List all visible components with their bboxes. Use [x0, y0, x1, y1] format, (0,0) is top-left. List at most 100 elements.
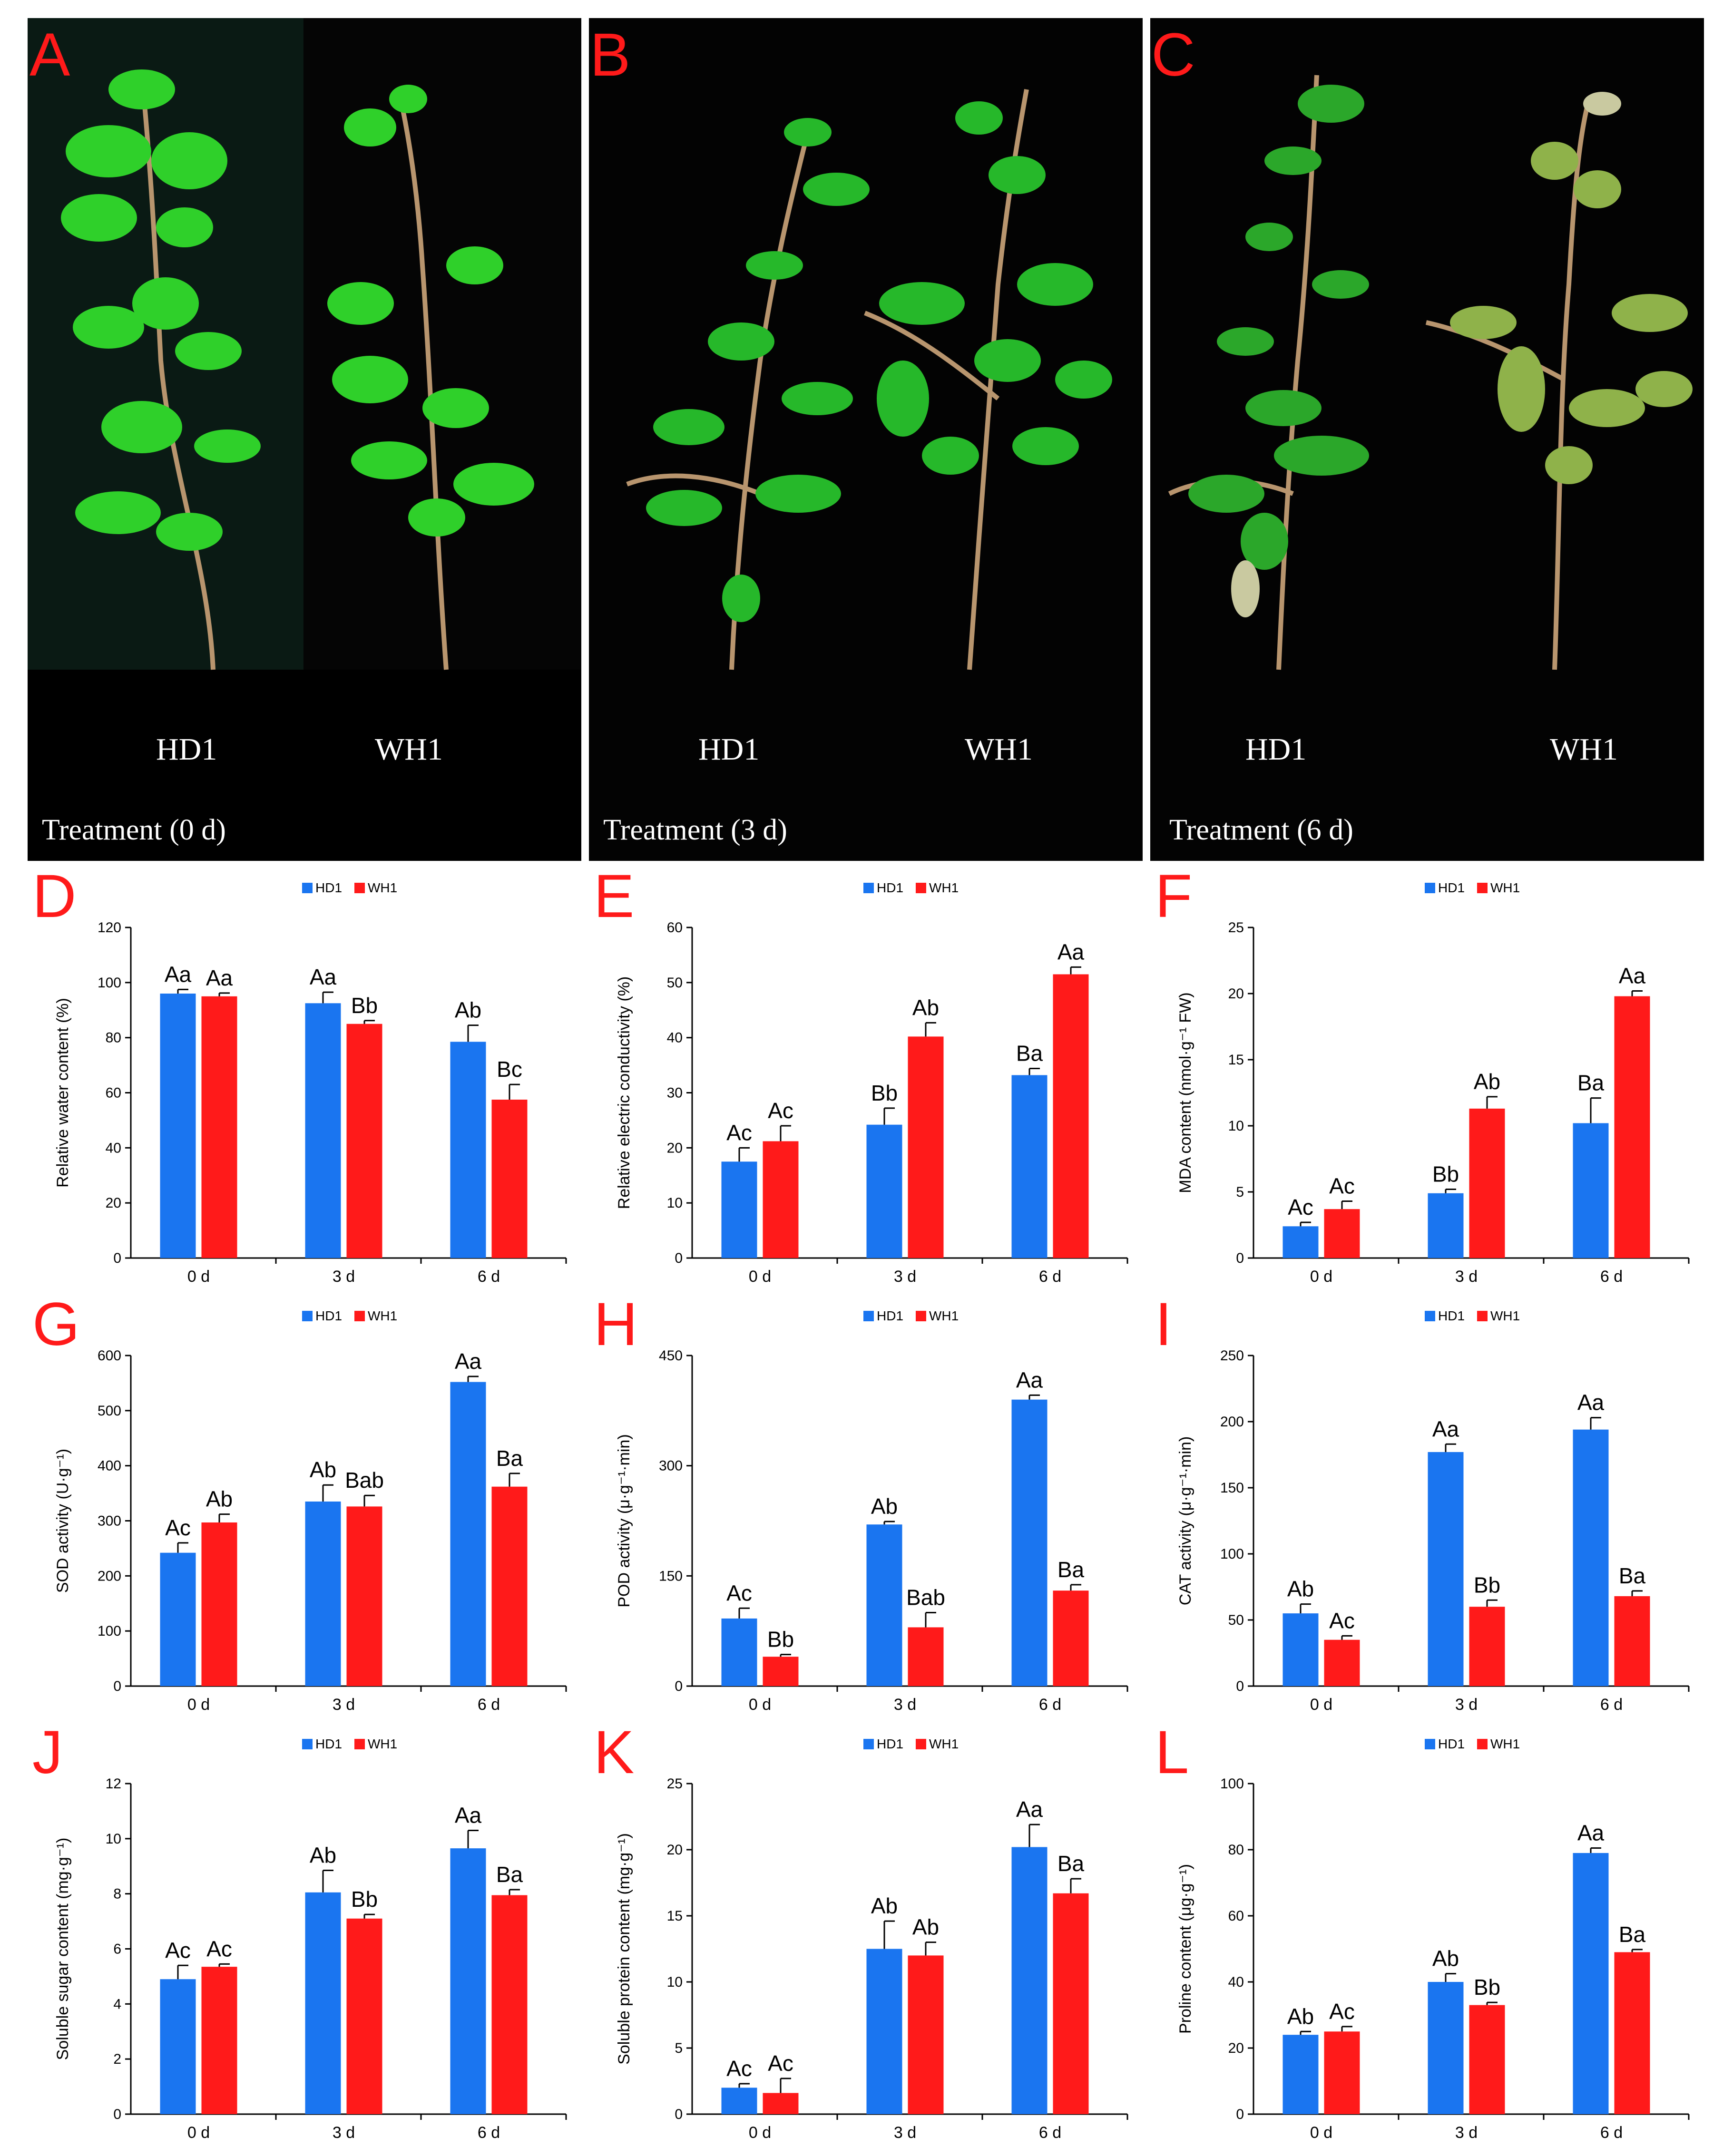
- data-label: Ab: [310, 1457, 336, 1482]
- x-tick-label: 6 d: [1600, 1696, 1623, 1714]
- data-label: Aa: [455, 1349, 482, 1374]
- photo-label-right: WH1: [1550, 732, 1618, 767]
- data-label: Bb: [767, 1627, 794, 1652]
- legend-entry: HD1: [315, 1737, 342, 1751]
- data-label: Aa: [310, 965, 337, 989]
- x-tick-label: 0 d: [187, 2124, 210, 2142]
- chart-svg: E HD1 WH1 0 10 20 30 40 50 60 Relative electric co…: [594, 862, 1128, 1286]
- bar: [721, 2088, 757, 2114]
- bar: [160, 1552, 196, 1686]
- data-label: Aa: [1577, 1390, 1605, 1415]
- y-tick-label: 4: [113, 1996, 121, 2012]
- y-tick-label: 5: [1236, 1184, 1244, 1200]
- chart-l: L HD1 WH1 0 20 40 60 80 100 Proline content (μg·g…: [1142, 1718, 1703, 2150]
- chart-h: H HD1 WH1 0 150 300 450 POD activity (μ·g⁻¹·min…: [580, 1290, 1142, 1722]
- bar: [721, 1618, 757, 1686]
- bar: [763, 2093, 799, 2114]
- legend-swatch: [1477, 883, 1488, 893]
- legend-swatch: [354, 883, 365, 893]
- legend-swatch: [916, 1311, 926, 1321]
- data-label: Bab: [906, 1585, 945, 1610]
- bar: [908, 1627, 944, 1686]
- bar: [1282, 2035, 1319, 2114]
- legend-swatch: [354, 1311, 365, 1321]
- y-tick-label: 200: [98, 1568, 121, 1584]
- photo-label-left: HD1: [698, 732, 760, 767]
- legend: HD1 WH1: [302, 1737, 397, 1751]
- y-tick-label: 20: [1228, 986, 1244, 1002]
- legend-entry: HD1: [1438, 1737, 1465, 1751]
- legend: HD1 WH1: [863, 1737, 959, 1751]
- y-tick-label: 0: [675, 1250, 683, 1266]
- data-label: Aa: [455, 1803, 482, 1827]
- y-tick-label: 250: [1220, 1348, 1244, 1364]
- y-tick-label: 10: [667, 1974, 683, 1990]
- bar: [346, 1024, 382, 1258]
- bar: [160, 994, 196, 1258]
- data-label: Ac: [726, 1580, 752, 1605]
- panel-letter: J: [32, 1718, 63, 1786]
- y-tick-label: 300: [98, 1513, 121, 1529]
- data-label: Aa: [1016, 1797, 1043, 1822]
- bar: [201, 996, 237, 1258]
- legend-entry: HD1: [1438, 880, 1465, 895]
- data-label: Ba: [1619, 1922, 1646, 1947]
- bar: [491, 1099, 528, 1258]
- panel-letter: L: [1155, 1718, 1189, 1786]
- legend: HD1 WH1: [1425, 880, 1520, 895]
- data-label: Ab: [871, 1893, 898, 1918]
- photo-label-right: WH1: [965, 732, 1033, 767]
- panel-letter: I: [1155, 1290, 1172, 1358]
- data-label: Ab: [871, 1494, 898, 1519]
- data-label: Ac: [1329, 1173, 1355, 1198]
- bar: [346, 1918, 382, 2114]
- bar: [1282, 1613, 1319, 1686]
- data-label: Aa: [1577, 1821, 1605, 1845]
- data-label: Ba: [1057, 1557, 1085, 1582]
- data-label: Aa: [206, 966, 233, 990]
- data-label: Ab: [912, 1915, 939, 1940]
- y-axis-label: Soluble sugar content (mg·g⁻¹): [54, 1838, 72, 2060]
- bar: [1614, 1596, 1650, 1686]
- y-axis-label: Relative electric conductivity (%): [615, 976, 633, 1209]
- x-tick-label: 0 d: [749, 2124, 771, 2142]
- legend-entry: WH1: [929, 1737, 959, 1751]
- bar: [450, 1042, 486, 1258]
- y-axis-label: Proline content (μg·g⁻¹): [1176, 1864, 1194, 2034]
- chart-e: E HD1 WH1 0 10 20 30 40 50 60 Relative electric co…: [580, 862, 1142, 1294]
- bar: [1053, 1893, 1089, 2114]
- photo-label-left: HD1: [156, 732, 217, 767]
- y-tick-label: 6: [113, 1941, 121, 1957]
- y-tick-label: 100: [98, 1623, 121, 1639]
- chart-g: G HD1 WH1 0 100 200 300 400 500 600 SOD activity (…: [19, 1290, 580, 1722]
- panel-letter: D: [32, 862, 76, 930]
- y-tick-label: 450: [659, 1348, 683, 1364]
- legend-swatch: [1477, 1311, 1488, 1321]
- y-tick-label: 20: [106, 1195, 121, 1211]
- bar: [1053, 974, 1089, 1258]
- data-label: Ab: [1432, 1946, 1459, 1971]
- x-tick-label: 0 d: [749, 1696, 771, 1714]
- x-tick-label: 6 d: [478, 1696, 500, 1714]
- bar: [305, 1003, 341, 1258]
- bar: [1324, 1639, 1360, 1686]
- data-label: Bb: [871, 1081, 898, 1105]
- data-label: Ab: [310, 1843, 336, 1867]
- x-tick-label: 3 d: [894, 2124, 916, 2142]
- bar: [305, 1892, 341, 2114]
- legend: HD1 WH1: [1425, 1308, 1520, 1323]
- x-tick-label: 0 d: [1310, 2124, 1332, 2142]
- photo-caption: Treatment (6 d): [1169, 814, 1353, 846]
- x-tick-label: 3 d: [333, 1268, 355, 1286]
- data-label: Ac: [206, 1936, 232, 1961]
- data-label: Ba: [496, 1862, 523, 1887]
- x-tick-label: 3 d: [894, 1268, 916, 1286]
- legend-entry: WH1: [1490, 880, 1520, 895]
- data-label: Ab: [455, 998, 481, 1023]
- bar: [1428, 1193, 1464, 1258]
- y-tick-label: 0: [1236, 2107, 1244, 2122]
- panel-letter: K: [594, 1718, 634, 1786]
- bar: [1282, 1226, 1319, 1258]
- photo-panel-b: HD1 WH1 Treatment (3 d): [589, 18, 1143, 861]
- bar: [1428, 1982, 1464, 2114]
